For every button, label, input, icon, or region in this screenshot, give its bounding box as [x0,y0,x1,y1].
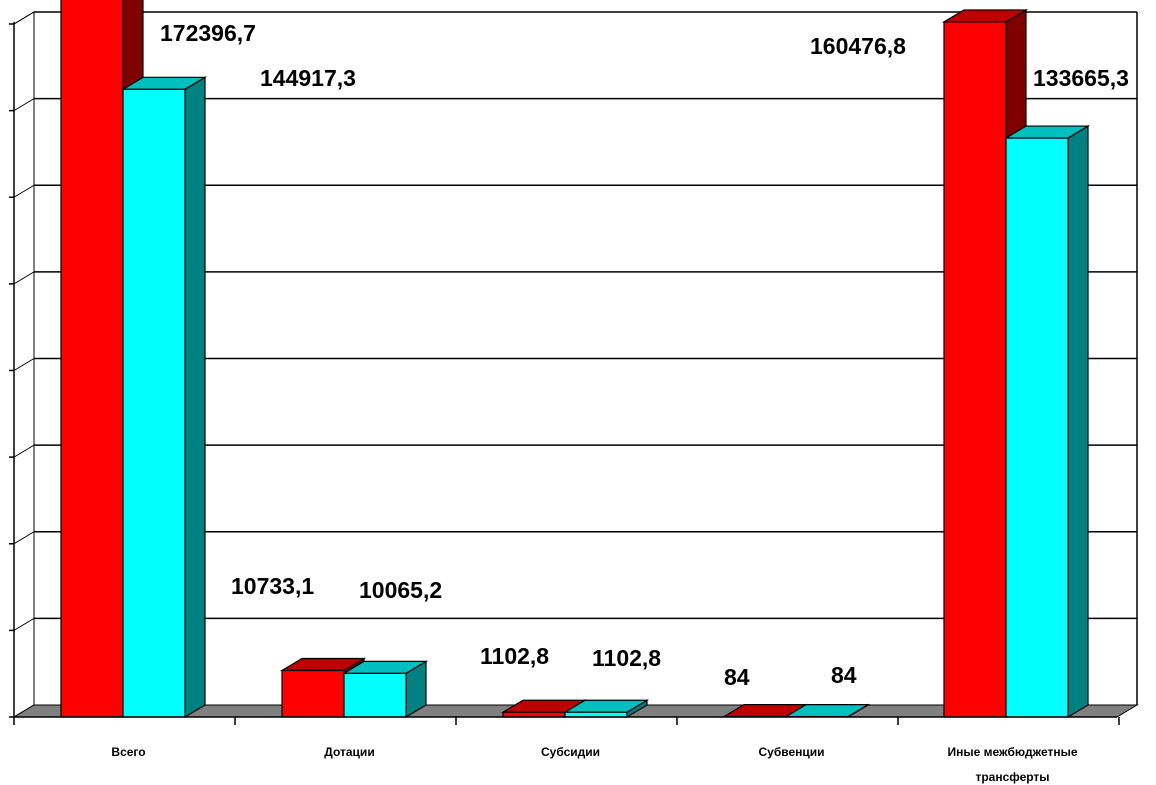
bar-front [122,88,186,718]
left-wall-gridline [13,531,35,545]
data-label-3-1: 84 [831,662,857,688]
category-label-1: Дотации [324,745,374,759]
bar-side [184,76,206,719]
left-wall-gridline [13,444,35,458]
category-labels: Всего Дотации Субсидии Субвенции Иные межбюд… [111,745,1077,784]
left-wall-gridline [13,358,35,371]
x-axis [13,716,1120,725]
y-axis [9,12,35,718]
left-wall-gridline [13,617,35,631]
bar-1-1 [341,660,429,719]
data-label-0-0: 172396,7 [160,20,256,46]
data-label-4-0: 160476,8 [810,33,906,59]
left-wall-gridline [13,11,35,25]
data-label-2-1: 1102,8 [592,645,661,671]
category-label-4: Иные межбюджетные [947,745,1077,759]
bar-0-1 [120,76,208,719]
data-label-4-1: 133665,3 [1033,65,1129,91]
category-label-0: Всего [111,745,145,759]
left-wall-gridline [13,184,35,198]
data-label-1-1: 10065,2 [359,577,442,603]
left-wall-gridline [13,271,35,285]
bars [60,0,1091,719]
bar-front [281,669,345,718]
category-label-4: трансферты [975,770,1049,784]
data-label-3-0: 84 [724,664,750,690]
left-wall-gridline [13,98,35,112]
bar-front [943,21,1007,718]
data-label-0-1: 144917,3 [260,65,356,91]
data-label-1-0: 10733,1 [231,573,314,599]
bar-front [60,0,124,718]
bar-side [1067,125,1089,719]
data-labels: 172396,7 10733,1 1102,8 84 160476,8 144917,3 1… [160,20,1129,690]
bar-front [343,672,407,718]
bar-front [1005,137,1069,718]
data-label-2-0: 1102,8 [480,643,549,669]
category-label-2: Субсидии [541,745,600,759]
bar-2-1 [562,699,650,719]
bar-4-1 [1003,125,1091,719]
category-label-3: Субвенции [758,745,824,759]
